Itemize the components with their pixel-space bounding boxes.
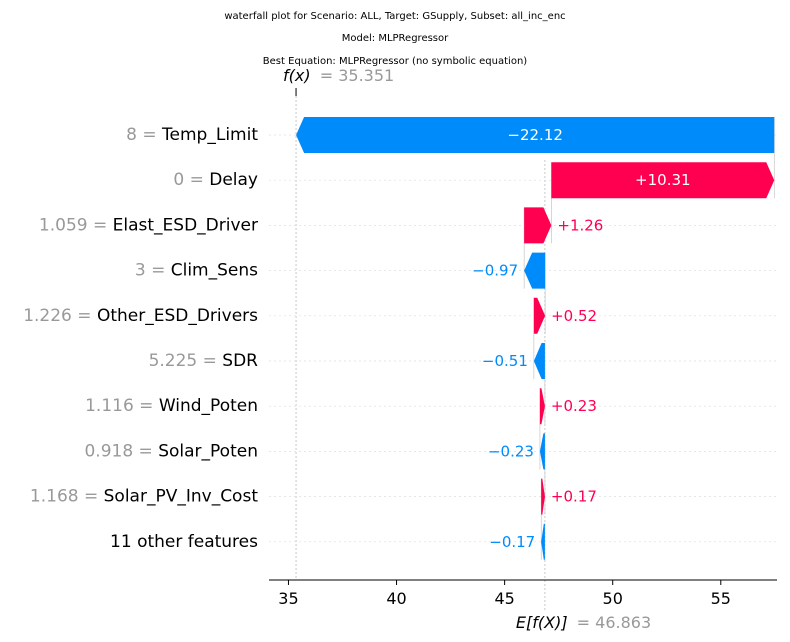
feature-name: Wind_Poten (159, 396, 258, 416)
chart-subtitle-equation: Best Equation: MLPRegressor (no symbolic… (263, 56, 527, 67)
feature-value: 1.226 = (23, 306, 97, 326)
grid-lines (269, 88, 777, 612)
bar-8 (539, 433, 545, 470)
feature-value: 5.225 = (149, 351, 223, 371)
feature-name: Solar_Poten (158, 441, 258, 461)
bar-value-label: −0.23 (488, 442, 534, 460)
fx-symbol: f(x) (283, 66, 311, 85)
bar-1 (296, 117, 775, 153)
fx-label: f(x) = 35.351 (283, 66, 394, 85)
bar-value-label: +10.31 (635, 171, 691, 189)
feature-value: 0 = (173, 170, 209, 190)
x-ticks: 35 40 45 50 55 (278, 580, 731, 608)
feature-label: 1.116 = Wind_Poten (85, 396, 258, 416)
chart-title: waterfall plot for Scenario: ALL, Target… (224, 11, 565, 22)
feature-name: SDR (222, 351, 258, 371)
feature-label: 3 = Clim_Sens (135, 261, 258, 281)
feature-name: 11 other features (110, 532, 258, 552)
x-tick-label: 50 (603, 589, 623, 608)
feature-name: Other_ESD_Drivers (97, 306, 258, 326)
x-tick-label: 45 (494, 589, 514, 608)
bar-value-label: +0.23 (551, 397, 597, 415)
feature-labels: 8 = Temp_Limit 0 = Delay 1.059 = Elast_ESD… (23, 125, 258, 552)
feature-name: Delay (209, 170, 258, 190)
fx-value: = 35.351 (320, 66, 394, 85)
x-tick-label: 35 (278, 589, 298, 608)
bar-6 (533, 343, 545, 379)
feature-label: 8 = Temp_Limit (126, 125, 258, 145)
feature-value: 1.168 = (30, 487, 104, 507)
bar-9 (541, 478, 545, 515)
feature-label: 1.059 = Elast_ESD_Driver (39, 215, 258, 235)
feature-label: 0.918 = Solar_Poten (84, 441, 258, 461)
feature-label: 11 other features (110, 532, 258, 552)
feature-value: 8 = (126, 125, 162, 145)
chart-subtitle-model: Model: MLPRegressor (342, 33, 449, 44)
bar-value-label: +1.26 (557, 216, 603, 234)
feature-value: 0.918 = (84, 441, 158, 461)
x-tick-label: 55 (711, 589, 731, 608)
feature-value: 1.116 = (85, 396, 159, 416)
feature-label: 1.226 = Other_ESD_Drivers (23, 306, 258, 326)
feature-label: 0 = Delay (173, 170, 258, 190)
bar-10 (541, 523, 545, 560)
bar-value-label: +0.52 (551, 307, 597, 325)
bar-value-label: −0.51 (482, 352, 528, 370)
base-value: = 46.863 (577, 613, 651, 632)
x-axis: 35 40 45 50 55 (269, 579, 777, 608)
bars: −22.12 +10.31 +1.26 −0.97 +0.52 −0.51 +0.23 −0.… (296, 117, 775, 560)
x-tick-label: 40 (386, 589, 406, 608)
feature-name: Elast_ESD_Driver (113, 215, 258, 235)
bar-value-label: −0.17 (489, 533, 535, 551)
bar-2 (551, 162, 775, 199)
base-label: E[f(X)] = 46.863 (516, 613, 651, 632)
fx-annotation: f(x) = 35.351 (283, 66, 394, 85)
base-annotation: E[f(X)] = 46.863 (516, 613, 651, 632)
bar-3 (524, 207, 552, 244)
bar-value-label: +0.17 (551, 488, 597, 506)
bar-5 (533, 297, 546, 334)
bar-7 (539, 388, 545, 425)
feature-value: 3 = (135, 261, 171, 281)
base-symbol: E[f(X)] (516, 613, 568, 632)
bar-value-label: −22.12 (507, 126, 563, 144)
feature-name: Temp_Limit (161, 125, 258, 145)
bar-4 (524, 252, 546, 289)
feature-label: 5.225 = SDR (149, 351, 259, 371)
feature-value: 1.059 = (39, 215, 113, 235)
feature-name: Solar_PV_Inv_Cost (104, 487, 259, 507)
feature-label: 1.168 = Solar_PV_Inv_Cost (30, 487, 258, 507)
bar-value-label: −0.97 (472, 262, 518, 280)
feature-name: Clim_Sens (171, 261, 258, 281)
